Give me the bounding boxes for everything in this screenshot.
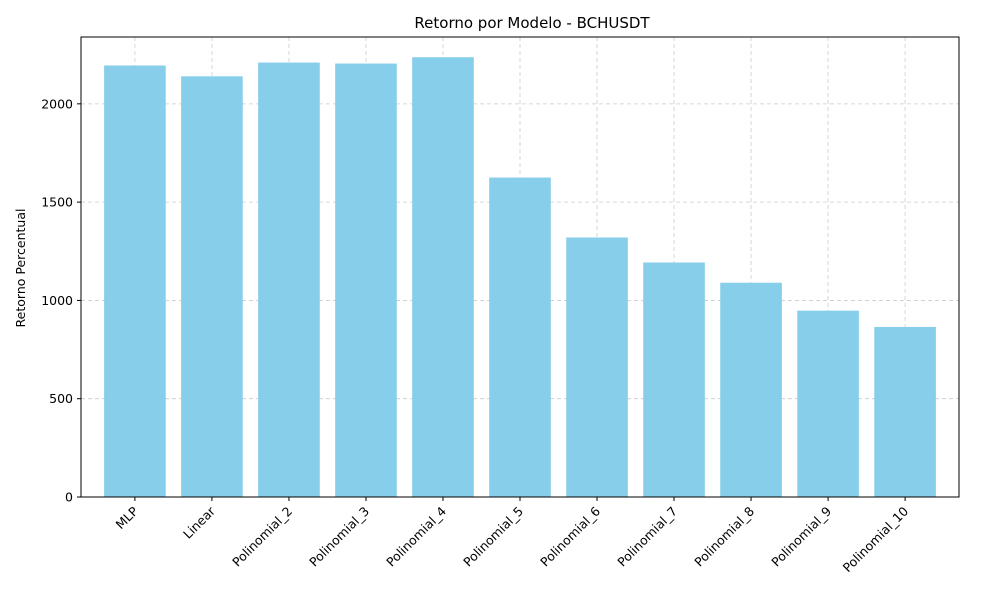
y-tick-label: 0 <box>65 490 73 505</box>
y-tick-label: 1000 <box>41 293 73 308</box>
bar-polinomial_4 <box>412 57 474 497</box>
bar-polinomial_6 <box>566 237 628 497</box>
bar-layer <box>104 57 936 498</box>
bar-polinomial_9 <box>797 310 859 497</box>
bar-mlp <box>104 65 166 497</box>
bar-polinomial_10 <box>874 326 936 497</box>
y-axis-label: Retorno Percentual <box>13 209 28 328</box>
chart-title: Retorno por Modelo - BCHUSDT <box>414 14 650 32</box>
y-tick-label: 2000 <box>41 96 73 111</box>
bar-polinomial_3 <box>335 63 397 498</box>
y-tick-label: 500 <box>49 391 73 406</box>
bar-polinomial_2 <box>258 62 320 498</box>
bar-polinomial_8 <box>720 282 782 497</box>
bar-linear <box>181 76 243 498</box>
y-tick-label: 1500 <box>41 195 73 210</box>
bar-polinomial_5 <box>489 177 551 498</box>
bar-polinomial_7 <box>643 262 705 497</box>
